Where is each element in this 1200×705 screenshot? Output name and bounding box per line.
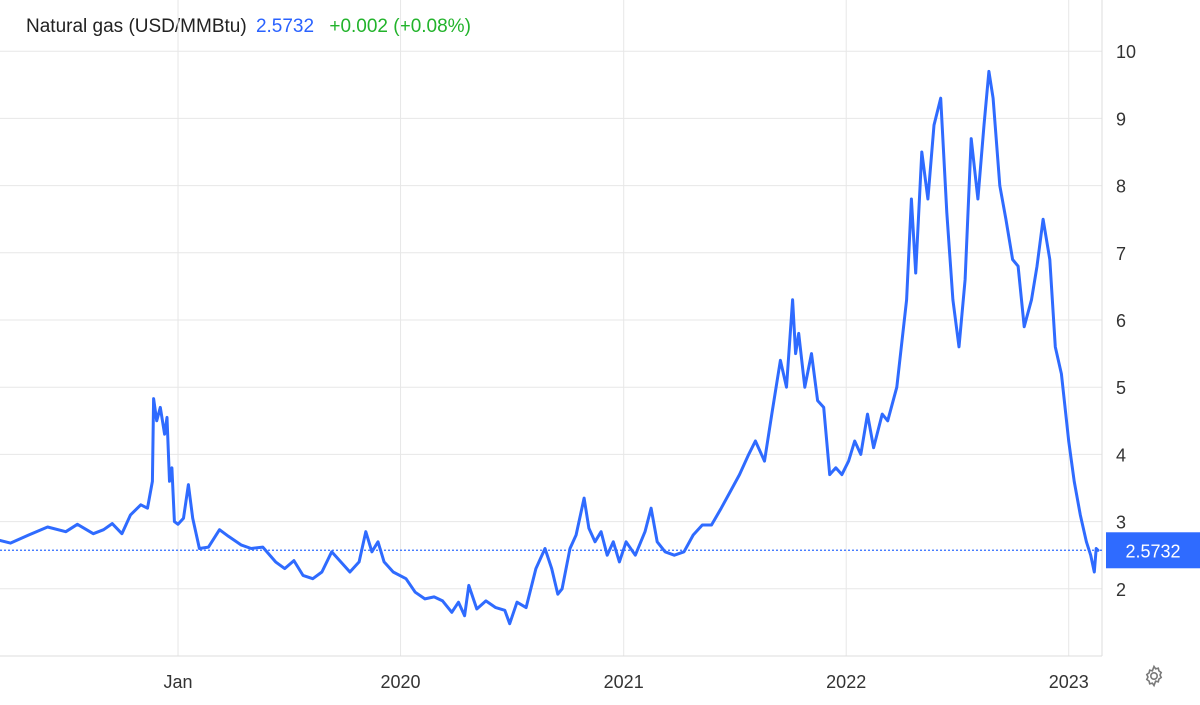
axis-ticks: 2 3 4 5 6 7 8 9 10 Jan 2020 2021 2022 2023 bbox=[164, 42, 1137, 692]
x-tick-label: 2022 bbox=[826, 672, 866, 692]
x-tick-label: Jan bbox=[164, 672, 193, 692]
current-price: 2.5732 bbox=[255, 16, 315, 37]
series-layer bbox=[0, 69, 1100, 626]
last-price-tag bbox=[1106, 532, 1200, 569]
gridlines bbox=[0, 0, 1103, 657]
instrument-name: Natural gas (USD/MMBtu) bbox=[26, 16, 247, 37]
series-line bbox=[0, 69, 1100, 626]
gear-icon[interactable] bbox=[1142, 664, 1166, 688]
y-tick-label: 5 bbox=[1116, 378, 1126, 398]
y-tick-label: 9 bbox=[1116, 109, 1126, 129]
y-tick-label: 3 bbox=[1116, 513, 1126, 533]
x-tick-label: 2023 bbox=[1049, 672, 1089, 692]
chart-header: Natural gas (USD/MMBtu) 2.5732 +0.002 (+… bbox=[26, 16, 471, 38]
last-price-marker: 2.5732 bbox=[0, 532, 1200, 569]
x-tick-label: 2020 bbox=[381, 672, 421, 692]
y-tick-label: 8 bbox=[1116, 177, 1126, 197]
y-tick-label: 7 bbox=[1116, 244, 1126, 264]
y-tick-label: 2 bbox=[1116, 580, 1126, 600]
last-price-tag-label: 2.5732 bbox=[1125, 541, 1180, 561]
y-tick-label: 4 bbox=[1116, 445, 1126, 465]
y-tick-label: 10 bbox=[1116, 42, 1136, 62]
x-tick-label: 2021 bbox=[604, 672, 644, 692]
y-tick-label: 6 bbox=[1116, 311, 1126, 331]
